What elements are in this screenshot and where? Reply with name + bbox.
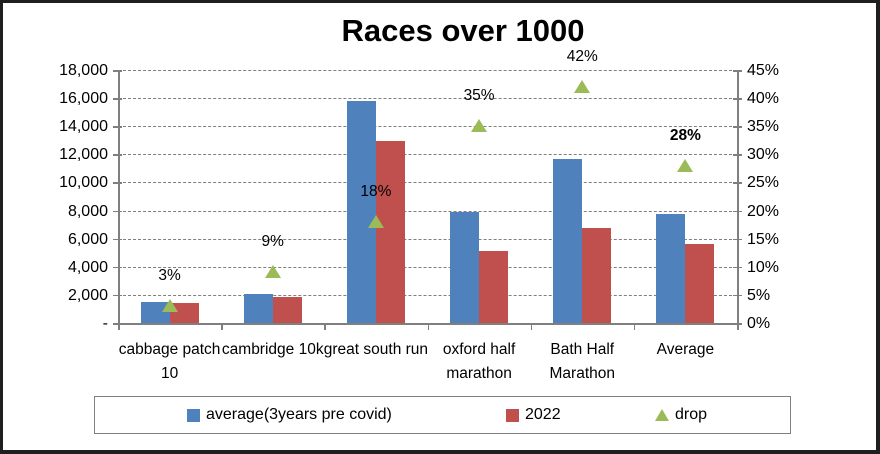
category-label: great south run <box>323 341 429 358</box>
right-axis-tick-label: 25% <box>747 174 780 192</box>
drop-marker <box>264 265 281 279</box>
drop-point-label: 42% <box>566 47 598 65</box>
y-axis-tick-label: 14,000 <box>59 118 108 136</box>
category-label: Bath Half Marathon <box>549 341 615 382</box>
left-axis-tick <box>113 323 122 325</box>
x-axis-tick <box>633 323 636 330</box>
gridline <box>118 294 737 296</box>
bar-average-3years-pre-covid- <box>450 211 480 323</box>
y-axis-tick-label: 8,000 <box>67 202 108 220</box>
legend: average(3years pre covid) 2022 drop <box>94 396 791 434</box>
y-axis-tick-label: 4,000 <box>67 258 108 276</box>
left-axis-tick <box>113 210 122 213</box>
left-axis-line <box>118 70 120 323</box>
category-label: cabbage patch 10 <box>118 341 221 382</box>
right-axis-tick-label: 40% <box>747 90 780 108</box>
right-axis-tick-label: 15% <box>747 230 780 248</box>
gridline <box>118 182 737 184</box>
gridline <box>118 210 737 212</box>
x-axis-tick <box>324 323 326 330</box>
bar-2022 <box>479 250 509 323</box>
drop-point-label: 18% <box>360 182 392 200</box>
x-axis-tick <box>737 323 739 330</box>
right-axis-tick <box>733 98 742 100</box>
legend-item: 2022 <box>506 397 561 433</box>
drop-marker <box>161 299 178 313</box>
drop-point-label: 28% <box>669 126 701 144</box>
x-axis-tick <box>427 323 429 330</box>
right-axis-tick <box>733 154 742 156</box>
legend-item: average(3years pre covid) <box>187 397 392 433</box>
drop-point-label: 9% <box>261 233 284 251</box>
drop-marker <box>471 119 488 133</box>
left-axis-tick <box>113 182 122 184</box>
drop-point-label: 3% <box>158 267 181 285</box>
bar-average-3years-pre-covid- <box>553 158 583 323</box>
right-axis-tick-label: 20% <box>747 202 780 220</box>
gridline <box>118 238 737 240</box>
legend-item-label: average(3years pre covid) <box>206 406 392 423</box>
category-label: Average <box>656 341 715 358</box>
left-axis-tick <box>113 126 122 128</box>
left-axis-tick <box>113 238 122 241</box>
drop-marker <box>677 158 694 172</box>
x-axis-tick <box>221 323 223 330</box>
y-axis-tick-label: 18,000 <box>59 62 108 79</box>
bar-2022 <box>582 227 612 323</box>
drop-marker <box>574 79 591 93</box>
gridline <box>118 154 737 156</box>
right-axis-tick <box>733 126 742 128</box>
right-axis-line <box>737 70 739 323</box>
left-axis-tick <box>113 154 122 156</box>
legend-item-label: drop <box>675 406 708 423</box>
bar-2022 <box>685 243 715 323</box>
right-axis-tick-label: 0% <box>747 315 771 332</box>
y-axis-tick-label: 6,000 <box>67 230 108 248</box>
right-axis-tick <box>733 210 742 213</box>
y-axis-tick-label: - <box>102 315 108 332</box>
category-label: oxford half marathon <box>442 341 516 382</box>
left-axis-tick <box>113 70 122 72</box>
right-axis-tick <box>733 238 742 241</box>
left-axis-tick <box>113 266 122 269</box>
y-axis-tick-label: 10,000 <box>59 174 108 192</box>
legend-square-icon <box>506 408 519 422</box>
bar-average-3years-pre-covid- <box>346 100 376 323</box>
y-axis-tick-label: 16,000 <box>59 90 108 108</box>
legend-square-icon <box>187 408 200 422</box>
right-axis-tick-label: 30% <box>747 146 780 164</box>
legend-item-label: 2022 <box>525 406 561 423</box>
drop-point-label: 35% <box>463 87 495 105</box>
right-axis-tick <box>733 70 742 72</box>
category-label: cambridge 10k <box>221 341 324 358</box>
right-axis-tick-label: 45% <box>747 62 780 79</box>
right-axis-tick <box>733 182 742 184</box>
bar-2022 <box>375 140 405 323</box>
right-axis-tick-label: 5% <box>747 286 771 304</box>
x-axis-tick <box>118 323 120 330</box>
gridline <box>118 126 737 128</box>
y-axis-tick-label: 12,000 <box>59 146 108 164</box>
right-axis-tick-label: 35% <box>747 118 780 136</box>
chart-title: Races over 1000 <box>341 13 585 48</box>
legend-triangle-icon <box>655 409 669 421</box>
y-axis-tick-label: 2,000 <box>67 286 108 304</box>
bar-2022 <box>272 296 302 323</box>
legend-item: drop <box>655 397 707 433</box>
right-axis-tick-label: 10% <box>747 258 780 276</box>
gridline <box>118 98 737 100</box>
bar-average-3years-pre-covid- <box>243 294 273 323</box>
right-axis-tick <box>733 266 742 269</box>
right-axis-tick <box>733 294 742 297</box>
bar-average-3years-pre-covid- <box>656 213 686 323</box>
gridline <box>118 266 737 268</box>
left-axis-tick <box>113 98 122 100</box>
x-axis-tick <box>530 323 533 330</box>
left-axis-tick <box>113 294 122 297</box>
gridline <box>118 70 737 71</box>
drop-marker <box>367 214 384 228</box>
